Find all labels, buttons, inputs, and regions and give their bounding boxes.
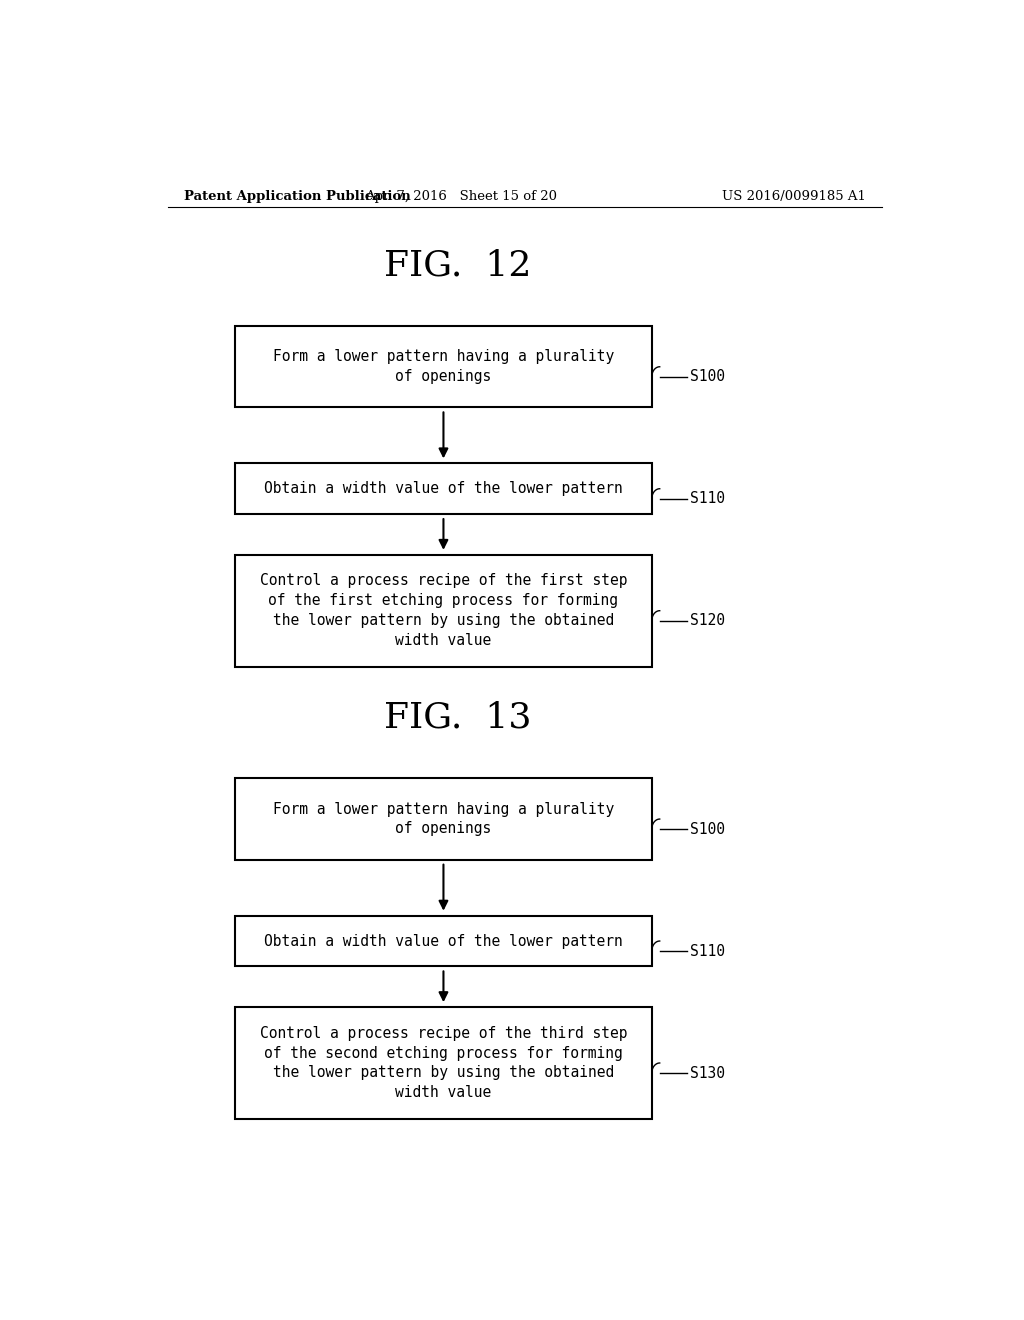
Text: S110: S110 (690, 944, 725, 958)
Text: Control a process recipe of the first step
of the first etching process for form: Control a process recipe of the first st… (260, 573, 628, 648)
Bar (236, 326, 652, 408)
Text: S100: S100 (690, 822, 725, 837)
Text: Form a lower pattern having a plurality
of openings: Form a lower pattern having a plurality … (272, 350, 614, 384)
Text: US 2016/0099185 A1: US 2016/0099185 A1 (722, 190, 866, 202)
Text: FIG.  12: FIG. 12 (384, 248, 531, 282)
Text: Patent Application Publication: Patent Application Publication (183, 190, 411, 202)
Bar (236, 1007, 652, 1119)
Text: S130: S130 (690, 1065, 725, 1081)
Text: Form a lower pattern having a plurality
of openings: Form a lower pattern having a plurality … (272, 801, 614, 837)
Text: Obtain a width value of the lower pattern: Obtain a width value of the lower patter… (264, 933, 623, 949)
Text: Apr. 7, 2016   Sheet 15 of 20: Apr. 7, 2016 Sheet 15 of 20 (366, 190, 557, 202)
Bar (236, 554, 652, 667)
Bar (236, 916, 652, 966)
Bar (236, 463, 652, 515)
Text: S100: S100 (690, 370, 725, 384)
Text: Control a process recipe of the third step
of the second etching process for for: Control a process recipe of the third st… (260, 1026, 628, 1100)
Text: Obtain a width value of the lower pattern: Obtain a width value of the lower patter… (264, 482, 623, 496)
Bar (236, 779, 652, 859)
Text: FIG.  13: FIG. 13 (384, 701, 531, 734)
Text: S120: S120 (690, 614, 725, 628)
Text: S110: S110 (690, 491, 725, 507)
